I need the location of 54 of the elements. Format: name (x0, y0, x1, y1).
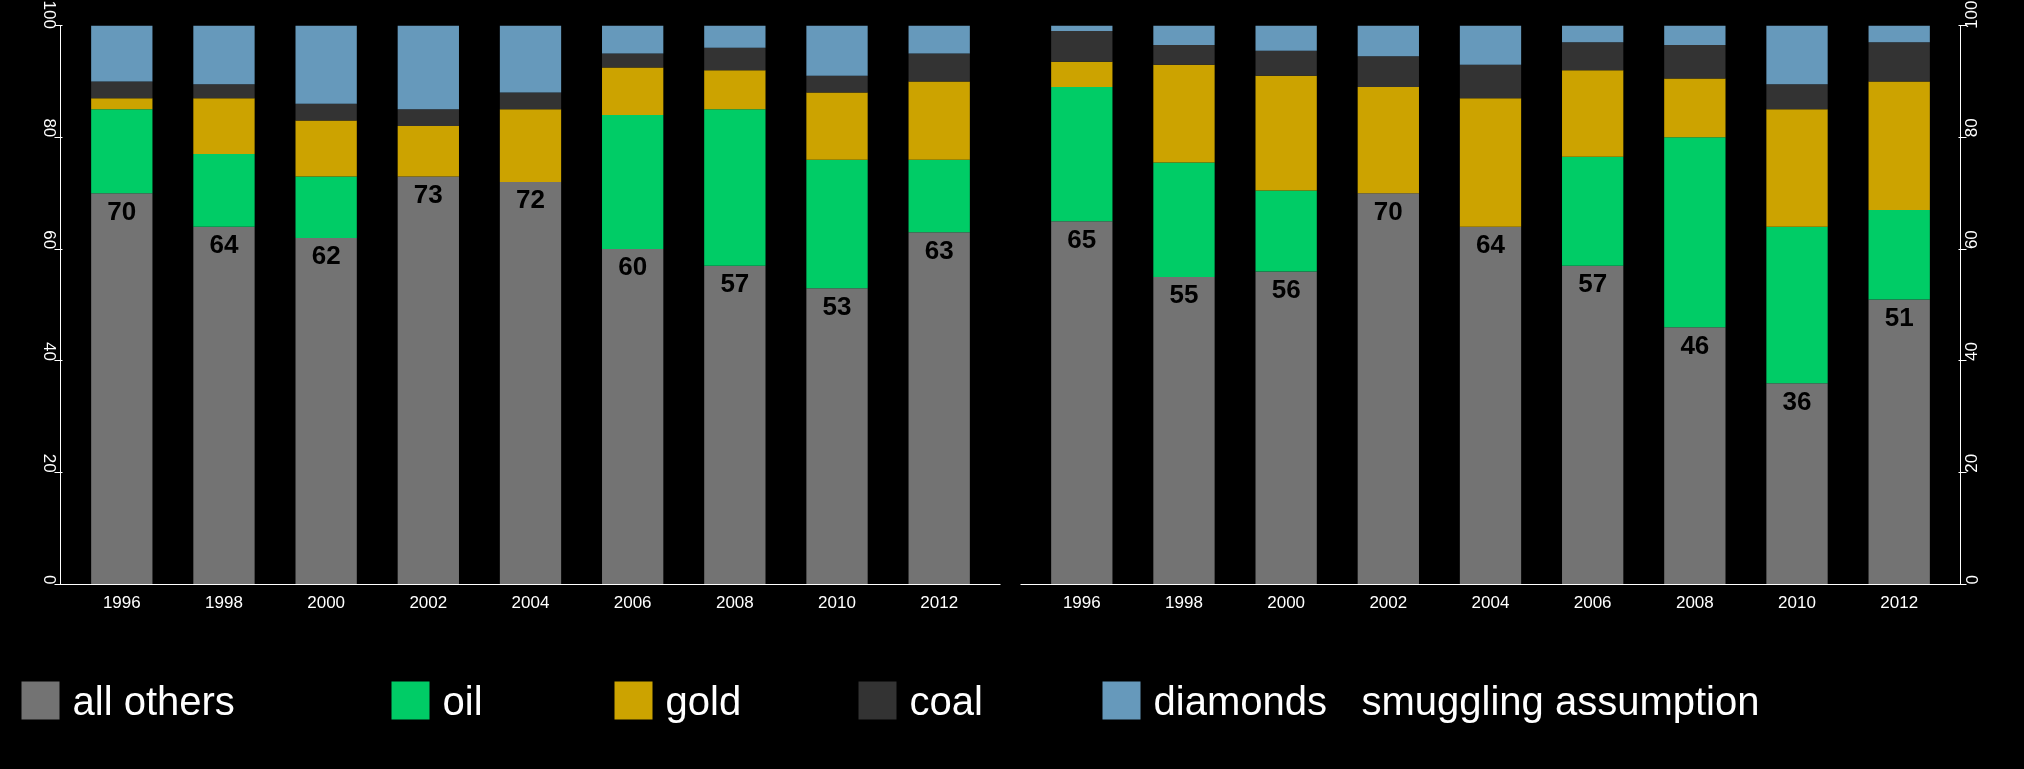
data-label: 73 (413, 178, 443, 209)
legend-label: diamonds (1153, 678, 1327, 723)
legend-label: gold (665, 678, 742, 723)
x-tick-label: 2004 (1471, 592, 1510, 612)
data-label: 36 (1782, 385, 1812, 416)
y2-tick-label: 100 (1962, 0, 1982, 29)
data-label: 51 (1884, 301, 1914, 332)
x-tick-label: 2010 (818, 592, 856, 612)
x-tick-label: 2006 (1573, 592, 1612, 612)
data-label: 57 (1578, 268, 1608, 299)
y2-tick-label: 40 (1962, 341, 1982, 361)
legend-label: oil (442, 678, 483, 723)
y-tick-label: 80 (39, 118, 59, 138)
y-tick-label: 100 (39, 0, 59, 29)
data-label: 65 (1067, 223, 1097, 254)
data-label: 56 (1271, 273, 1301, 304)
data-label: 57 (720, 268, 750, 299)
legend-label: all others (72, 678, 235, 723)
x-tick-label: 2008 (715, 592, 754, 612)
x-tick-label: 2012 (1880, 592, 1919, 612)
y-tick-label: 0 (39, 575, 59, 585)
x-tick-label: 2010 (1778, 592, 1816, 612)
x-tick-label: 2008 (1675, 592, 1714, 612)
data-label: 63 (924, 234, 954, 265)
x-tick-label: 1998 (1165, 592, 1203, 612)
x-tick-label: 2002 (409, 592, 448, 612)
data-label: 70 (1373, 195, 1403, 226)
y-tick-label: 60 (39, 230, 59, 250)
data-label: 46 (1680, 329, 1710, 360)
data-label: 70 (107, 195, 137, 226)
x-tick-label: 2012 (920, 592, 959, 612)
data-label: 64 (1476, 229, 1506, 260)
data-label: 64 (209, 229, 239, 260)
x-tick-label: 2000 (307, 592, 346, 612)
y2-tick-label: 0 (1962, 575, 1982, 585)
x-tick-label: 1998 (205, 592, 243, 612)
x-tick-label: 2006 (613, 592, 652, 612)
y-tick-label: 20 (39, 453, 59, 473)
y2-tick-label: 80 (1962, 118, 1982, 138)
data-label: 60 (618, 251, 648, 282)
data-label: 53 (822, 290, 852, 321)
legend-title: smuggling assumption (1361, 678, 1760, 723)
y2-tick-label: 20 (1962, 453, 1982, 473)
data-label: 72 (516, 184, 545, 215)
y2-tick-label: 60 (1962, 230, 1982, 250)
x-tick-label: 2004 (511, 592, 550, 612)
data-label: 55 (1169, 279, 1199, 310)
x-tick-label: 1996 (102, 592, 141, 612)
y-tick-label: 40 (39, 341, 59, 361)
legend-label: coal (909, 678, 983, 723)
x-tick-label: 2002 (1369, 592, 1408, 612)
x-tick-label: 1996 (1062, 592, 1101, 612)
x-tick-label: 2000 (1267, 592, 1306, 612)
data-label: 62 (311, 240, 341, 271)
